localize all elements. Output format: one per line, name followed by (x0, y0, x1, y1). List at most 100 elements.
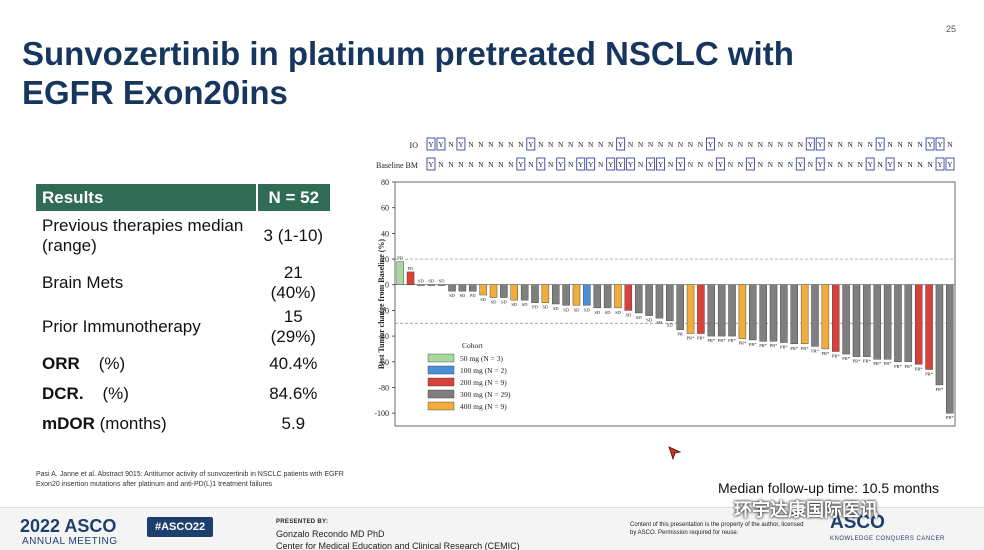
presented-by-label: PRESENTED BY: (276, 519, 329, 525)
bm-cell: Y (867, 160, 873, 169)
bm-cell: N (917, 160, 923, 169)
bar (769, 284, 778, 342)
bar-label: SD (439, 279, 446, 284)
results-table: Results N = 52 Previous therapies median… (36, 184, 330, 439)
legend-label: 50 mg (N = 3) (460, 354, 503, 363)
y-tick-label: 80 (381, 178, 389, 187)
io-cell-box (815, 137, 825, 151)
bm-cell: N (468, 160, 474, 169)
io-cell-box (706, 137, 715, 151)
bm-cell: N (877, 160, 883, 169)
io-cell: N (558, 140, 564, 149)
bar (894, 284, 902, 362)
bar (552, 284, 560, 305)
bar-label: SD (594, 310, 601, 315)
io-cell-box (925, 137, 935, 151)
bm-cell: N (847, 160, 853, 169)
bm-cell: N (927, 160, 933, 169)
bm-cell: N (728, 160, 734, 169)
bar-label: PR* (739, 341, 748, 346)
bar-label: PR* (925, 371, 934, 376)
bar (614, 284, 622, 309)
io-cell: Y (438, 140, 444, 149)
bm-cell-box (865, 157, 875, 171)
bar (437, 284, 446, 286)
y-tick-label: 60 (381, 204, 389, 213)
io-cell: N (498, 140, 504, 149)
io-cell: N (648, 140, 654, 149)
io-cell: Y (877, 140, 883, 149)
y-tick-label: 40 (381, 229, 389, 238)
bar (800, 284, 809, 345)
y-tick-label: -40 (378, 332, 389, 341)
bm-cell: N (688, 160, 694, 169)
table-row: DCR. (%) 84.6% (36, 379, 330, 409)
bar (832, 284, 840, 352)
bm-cell-box (646, 157, 656, 171)
bar (406, 271, 415, 285)
bm-cell-box (676, 157, 685, 171)
io-cell: N (548, 140, 554, 149)
bm-cell: Y (628, 160, 634, 169)
bar-label: PR* (904, 364, 913, 369)
io-cell-box (935, 137, 945, 151)
property-notice: Content of this presentation is the prop… (630, 522, 804, 536)
bar-label: PR* (801, 346, 810, 351)
bar-label: PR* (832, 354, 841, 359)
bar-label: PR* (728, 338, 737, 343)
bar (697, 284, 705, 334)
bm-cell: Y (608, 160, 614, 169)
bar-label: PR* (759, 343, 768, 348)
bm-cell: Y (558, 160, 564, 169)
bm-cell: N (778, 160, 784, 169)
bar (790, 284, 798, 345)
bm-cell-box (516, 157, 526, 171)
bm-cell-box (885, 157, 895, 171)
table-row: ORR (%) 40.4% (36, 349, 330, 379)
table-row: Previous therapies median (range) 3 (1-1… (36, 211, 330, 261)
io-cell: N (917, 140, 923, 149)
row-label-bold: mDOR (42, 414, 95, 433)
row-label: Prior Immunotherapy (42, 317, 201, 336)
results-header-n: N = 52 (255, 184, 330, 211)
bar (655, 284, 664, 319)
bar-label: PR* (697, 336, 706, 341)
bm-cell: N (438, 160, 444, 169)
bm-cell-box (656, 157, 666, 171)
bm-cell: N (838, 160, 844, 169)
bm-cell: Y (518, 160, 524, 169)
io-cell: N (887, 140, 893, 149)
bm-cell: N (897, 160, 903, 169)
bar (749, 284, 757, 341)
bar (717, 284, 726, 337)
io-cell-box (436, 137, 446, 151)
bar (883, 284, 892, 360)
bar-label: PR* (687, 336, 696, 341)
waterfall-chart: 80 60 40 20 0 -20 -40 -60 -80 -100 Best Tumor chan… (374, 137, 956, 427)
io-cell: N (838, 140, 844, 149)
bar-label: SD (553, 306, 560, 311)
io-cell: N (508, 140, 514, 149)
bar-label: PR* (873, 361, 882, 366)
bm-cell: Y (428, 160, 434, 169)
bar-label: PR* (863, 359, 872, 364)
bar-label: SD (584, 307, 591, 312)
io-cell: N (758, 140, 764, 149)
bar-label: SD (646, 318, 653, 323)
row-value: 84.6% (269, 384, 318, 403)
io-cell: Y (528, 140, 534, 149)
footer-bar: 2022 ASCO ANNUAL MEETING #ASCO22 PRESENT… (0, 507, 984, 550)
bm-cell: Y (678, 160, 684, 169)
bm-cell-box (556, 157, 566, 171)
io-cell: N (867, 140, 873, 149)
bar (946, 284, 954, 414)
bar (531, 284, 539, 303)
bm-cell: Y (798, 160, 804, 169)
bar (780, 284, 788, 343)
bm-cell-box (606, 157, 616, 171)
io-cell: N (468, 140, 474, 149)
io-cell: Y (428, 140, 434, 149)
bm-cell: N (448, 160, 454, 169)
bar-label: SD (418, 279, 425, 284)
bar-label: SD (615, 310, 622, 315)
